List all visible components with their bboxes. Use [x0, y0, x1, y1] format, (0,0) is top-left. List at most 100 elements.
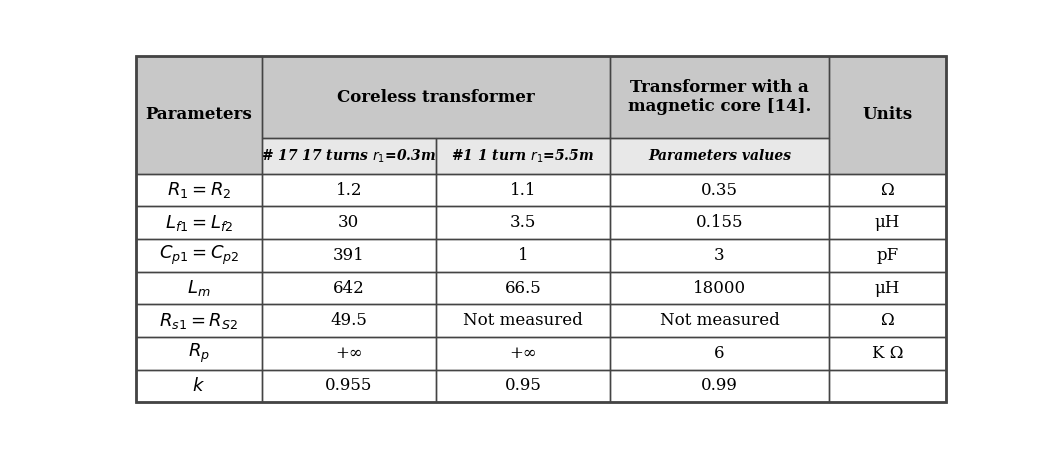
- Bar: [262, 56, 610, 138]
- Bar: [136, 271, 262, 304]
- Text: #1 1 turn $r_1$=5.5m: #1 1 turn $r_1$=5.5m: [451, 147, 595, 164]
- Bar: [829, 271, 946, 304]
- Bar: [610, 370, 829, 402]
- Bar: [829, 370, 946, 402]
- Text: 0.99: 0.99: [701, 377, 738, 395]
- Bar: [436, 138, 610, 174]
- Bar: [262, 174, 436, 207]
- Text: +∞: +∞: [509, 345, 536, 362]
- Bar: [610, 304, 829, 337]
- Bar: [136, 174, 262, 207]
- Bar: [610, 174, 829, 207]
- Bar: [436, 207, 610, 239]
- Bar: [829, 207, 946, 239]
- Bar: [829, 239, 946, 271]
- Text: 0.95: 0.95: [505, 377, 542, 395]
- Bar: [136, 239, 262, 271]
- Bar: [610, 304, 829, 337]
- Bar: [136, 56, 262, 174]
- Text: Not measured: Not measured: [660, 312, 779, 329]
- Text: +∞: +∞: [335, 345, 362, 362]
- Bar: [436, 239, 610, 271]
- Bar: [610, 337, 829, 370]
- Text: Ω: Ω: [881, 312, 894, 329]
- Bar: [829, 304, 946, 337]
- Bar: [136, 207, 262, 239]
- Bar: [436, 271, 610, 304]
- Text: μH: μH: [874, 214, 901, 231]
- Bar: [610, 370, 829, 402]
- Bar: [829, 271, 946, 304]
- Text: # 17 17 turns $r_1$=0.3m: # 17 17 turns $r_1$=0.3m: [261, 147, 436, 164]
- Text: 0.155: 0.155: [696, 214, 743, 231]
- Bar: [436, 370, 610, 402]
- Text: $k$: $k$: [192, 377, 205, 395]
- Bar: [262, 239, 436, 271]
- Text: 1.1: 1.1: [510, 182, 536, 198]
- Bar: [610, 207, 829, 239]
- Bar: [262, 304, 436, 337]
- Text: Ω: Ω: [881, 182, 894, 198]
- Bar: [829, 370, 946, 402]
- Text: 0.35: 0.35: [701, 182, 738, 198]
- Text: K Ω: K Ω: [872, 345, 903, 362]
- Text: $C_{p1} = C_{p2}$: $C_{p1} = C_{p2}$: [158, 244, 239, 267]
- Bar: [436, 304, 610, 337]
- Bar: [262, 56, 610, 138]
- Bar: [436, 239, 610, 271]
- Bar: [136, 56, 262, 174]
- Bar: [829, 56, 946, 174]
- Bar: [829, 174, 946, 207]
- Bar: [829, 337, 946, 370]
- Bar: [262, 239, 436, 271]
- Bar: [829, 239, 946, 271]
- Text: Not measured: Not measured: [464, 312, 583, 329]
- Text: 49.5: 49.5: [331, 312, 367, 329]
- Bar: [610, 239, 829, 271]
- Bar: [136, 304, 262, 337]
- Bar: [829, 304, 946, 337]
- Bar: [436, 207, 610, 239]
- Text: 0.955: 0.955: [325, 377, 373, 395]
- Bar: [262, 370, 436, 402]
- Bar: [436, 271, 610, 304]
- Bar: [262, 271, 436, 304]
- Bar: [262, 138, 436, 174]
- Text: Parameters values: Parameters values: [648, 149, 791, 163]
- Text: 3.5: 3.5: [510, 214, 536, 231]
- Bar: [610, 271, 829, 304]
- Text: Units: Units: [863, 107, 912, 123]
- Bar: [262, 337, 436, 370]
- Bar: [436, 174, 610, 207]
- Text: $R_{s1} = R_{S2}$: $R_{s1} = R_{S2}$: [159, 311, 239, 331]
- Bar: [610, 56, 829, 138]
- Text: 642: 642: [333, 280, 364, 296]
- Bar: [136, 304, 262, 337]
- Bar: [436, 337, 610, 370]
- Bar: [136, 174, 262, 207]
- Text: 391: 391: [333, 247, 364, 264]
- Bar: [262, 207, 436, 239]
- Bar: [829, 174, 946, 207]
- Text: 6: 6: [714, 345, 724, 362]
- Text: 1: 1: [517, 247, 528, 264]
- Bar: [610, 138, 829, 174]
- Bar: [262, 271, 436, 304]
- Bar: [262, 304, 436, 337]
- Bar: [136, 239, 262, 271]
- Bar: [136, 370, 262, 402]
- Bar: [262, 207, 436, 239]
- Text: Coreless transformer: Coreless transformer: [337, 89, 534, 105]
- Bar: [610, 56, 829, 138]
- Bar: [136, 370, 262, 402]
- Bar: [610, 337, 829, 370]
- Bar: [610, 207, 829, 239]
- Bar: [829, 56, 946, 174]
- Bar: [136, 337, 262, 370]
- Bar: [436, 174, 610, 207]
- Bar: [262, 337, 436, 370]
- Bar: [610, 174, 829, 207]
- Text: $R_p$: $R_p$: [188, 342, 210, 365]
- Bar: [136, 207, 262, 239]
- Text: Transformer with a
magnetic core [14].: Transformer with a magnetic core [14].: [627, 79, 811, 115]
